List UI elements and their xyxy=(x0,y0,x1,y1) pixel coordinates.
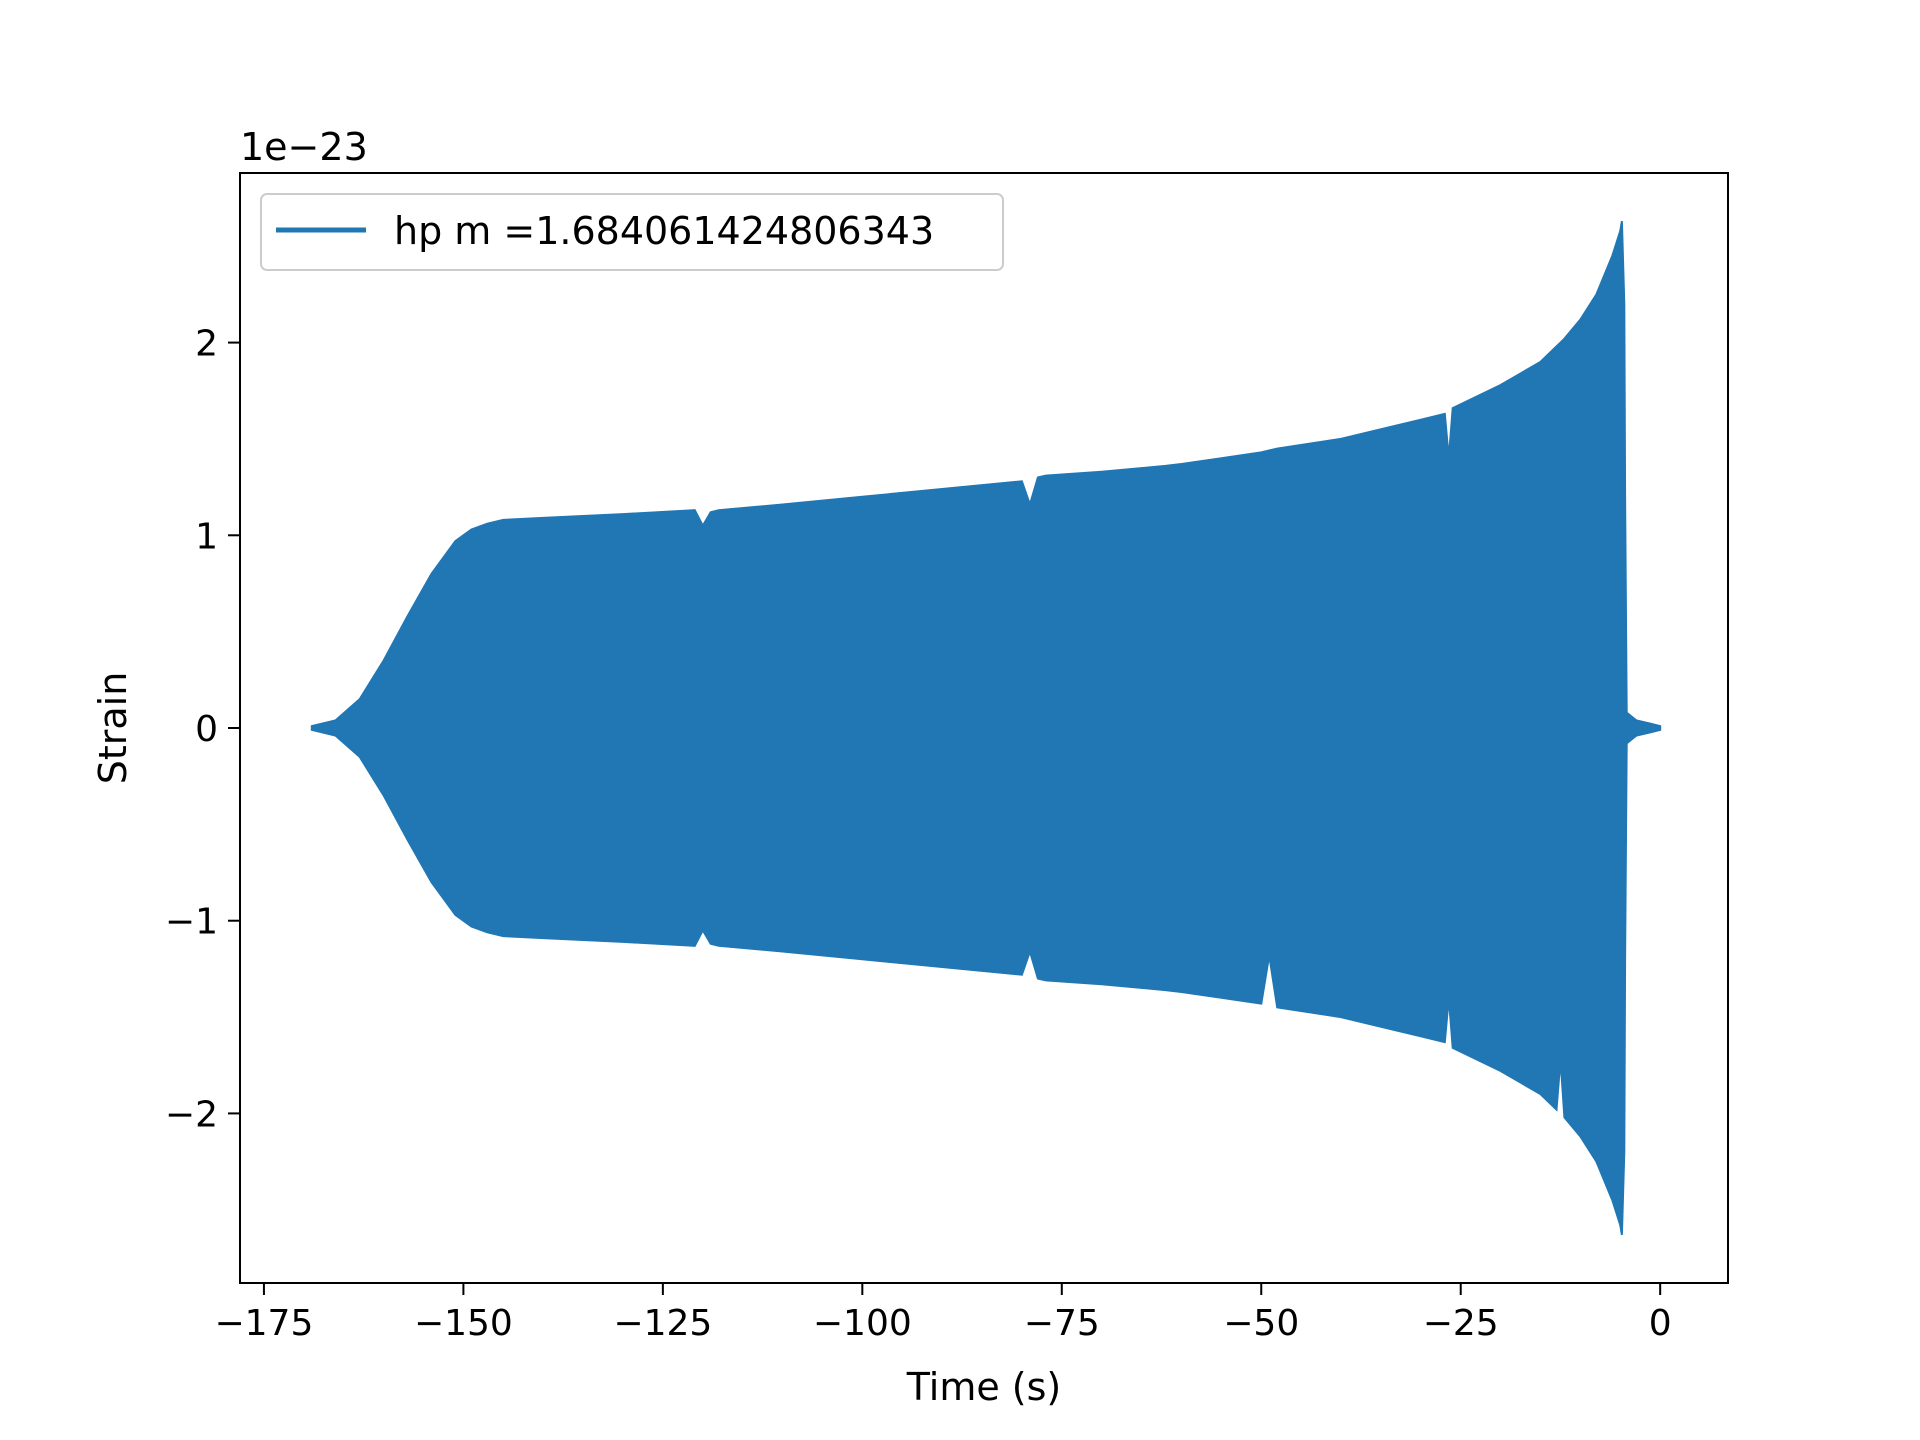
series-hp-waveform xyxy=(310,221,1662,1235)
x-tick-label: −125 xyxy=(613,1303,712,1344)
x-tick-label: −150 xyxy=(414,1303,513,1344)
x-tick-label: −175 xyxy=(214,1303,313,1344)
y-tick-label: 1 xyxy=(195,516,218,557)
y-tick-label: 0 xyxy=(195,709,218,750)
x-tick-label: −75 xyxy=(1024,1303,1100,1344)
x-tick-label: −100 xyxy=(813,1303,912,1344)
y-tick-label: −2 xyxy=(165,1094,218,1135)
y-tick-label: 2 xyxy=(195,324,218,365)
y-offset-text: 1e−23 xyxy=(240,125,368,169)
legend: hp m =1.684061424806343 xyxy=(260,193,1004,271)
y-axis-label: Strain xyxy=(91,672,135,785)
x-axis: −175 −150 −125 −100 −75 −50 −25 0 xyxy=(214,1283,1672,1344)
legend-label: hp m =1.684061424806343 xyxy=(394,209,934,253)
x-tick-label: −50 xyxy=(1223,1303,1299,1344)
y-axis: −2 −1 0 1 2 xyxy=(165,324,240,1135)
y-tick-label: −1 xyxy=(165,902,218,943)
x-axis-label: Time (s) xyxy=(906,1365,1062,1409)
x-tick-label: −25 xyxy=(1423,1303,1499,1344)
legend-box xyxy=(260,193,1004,271)
plot-area xyxy=(310,221,1662,1235)
x-tick-label: 0 xyxy=(1649,1303,1672,1344)
